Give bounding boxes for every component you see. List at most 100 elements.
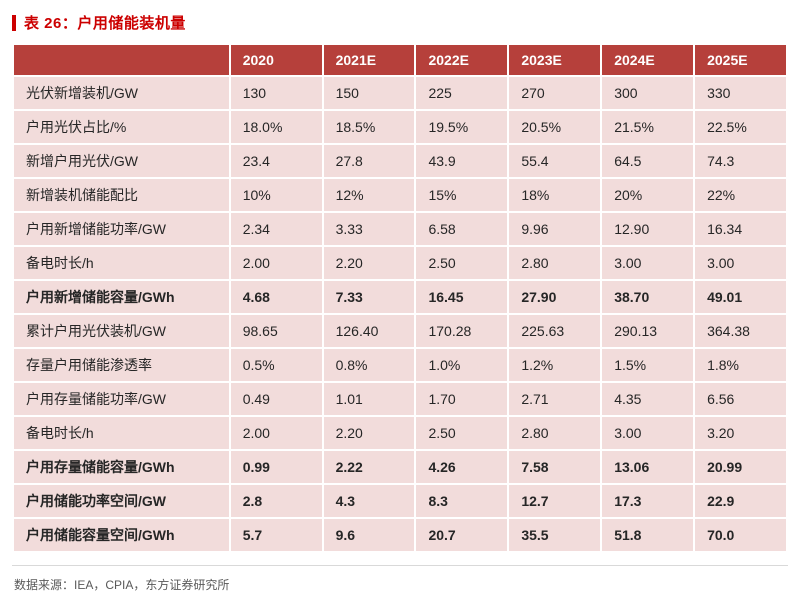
header-cell-year: 2025E	[693, 43, 788, 77]
header-cell-year: 2021E	[321, 43, 417, 77]
value-cell: 6.58	[414, 211, 510, 247]
value-cell: 9.6	[321, 517, 417, 553]
value-cell: 1.70	[414, 381, 510, 417]
footer: 数据来源：IEA，CPIA，东方证券研究所	[12, 565, 788, 603]
value-cell: 20.7	[414, 517, 510, 553]
value-cell: 12%	[321, 177, 417, 213]
value-cell: 27.8	[321, 143, 417, 179]
value-cell: 4.26	[414, 449, 510, 485]
value-cell: 20.5%	[507, 109, 603, 145]
footer-divider	[12, 565, 788, 566]
value-cell: 1.5%	[600, 347, 696, 383]
report-table-page: 表 26：户用储能装机量 2020 2021E 2022E 2023E 2024E 202…	[12, 12, 788, 592]
row-label: 新增装机储能配比	[12, 177, 231, 213]
value-cell: 8.3	[414, 483, 510, 519]
data-table: 2020 2021E 2022E 2023E 2024E 2025E 光伏新增装机/GW 1…	[12, 43, 788, 553]
value-cell: 4.68	[228, 279, 324, 315]
table-row: 存量户用储能渗透率 0.5% 0.8% 1.0% 1.2% 1.5% 1.8%	[12, 347, 788, 383]
value-cell: 17.3	[600, 483, 696, 519]
row-label: 存量户用储能渗透率	[12, 347, 231, 383]
value-cell: 130	[228, 75, 324, 111]
value-cell: 3.20	[693, 415, 788, 451]
value-cell: 22.5%	[693, 109, 788, 145]
value-cell: 98.65	[228, 313, 324, 349]
value-cell: 51.8	[600, 517, 696, 553]
value-cell: 20%	[600, 177, 696, 213]
value-cell: 16.45	[414, 279, 510, 315]
value-cell: 2.22	[321, 449, 417, 485]
value-cell: 2.20	[321, 415, 417, 451]
value-cell: 74.3	[693, 143, 788, 179]
value-cell: 0.5%	[228, 347, 324, 383]
value-cell: 1.8%	[693, 347, 788, 383]
value-cell: 1.2%	[507, 347, 603, 383]
value-cell: 18.0%	[228, 109, 324, 145]
table-row: 新增户用光伏/GW 23.4 27.8 43.9 55.4 64.5 74.3	[12, 143, 788, 179]
table-row: 户用光伏占比/% 18.0% 18.5% 19.5% 20.5% 21.5% 22.5%	[12, 109, 788, 145]
value-cell: 23.4	[228, 143, 324, 179]
value-cell: 0.8%	[321, 347, 417, 383]
row-label: 户用新增储能容量/GWh	[12, 279, 231, 315]
value-cell: 2.71	[507, 381, 603, 417]
value-cell: 43.9	[414, 143, 510, 179]
value-cell: 170.28	[414, 313, 510, 349]
row-label: 户用光伏占比/%	[12, 109, 231, 145]
table-row: 户用新增储能功率/GW 2.34 3.33 6.58 9.96 12.90 16.34	[12, 211, 788, 247]
table-title: 表 26：户用储能装机量	[12, 12, 788, 33]
row-label: 累计户用光伏装机/GW	[12, 313, 231, 349]
table-row: 户用新增储能容量/GWh 4.68 7.33 16.45 27.90 38.70 49.01	[12, 279, 788, 315]
table-row: 光伏新增装机/GW 130 150 225 270 300 330	[12, 75, 788, 111]
value-cell: 225	[414, 75, 510, 111]
value-cell: 4.35	[600, 381, 696, 417]
value-cell: 364.38	[693, 313, 788, 349]
value-cell: 0.99	[228, 449, 324, 485]
value-cell: 300	[600, 75, 696, 111]
value-cell: 330	[693, 75, 788, 111]
value-cell: 18.5%	[321, 109, 417, 145]
value-cell: 9.96	[507, 211, 603, 247]
value-cell: 27.90	[507, 279, 603, 315]
value-cell: 12.7	[507, 483, 603, 519]
header-cell-year: 2022E	[414, 43, 510, 77]
data-source-text: 数据来源：IEA，CPIA，东方证券研究所	[14, 578, 230, 592]
value-cell: 1.01	[321, 381, 417, 417]
value-cell: 0.49	[228, 381, 324, 417]
table-row: 累计户用光伏装机/GW 98.65 126.40 170.28 225.63 290.13…	[12, 313, 788, 349]
value-cell: 290.13	[600, 313, 696, 349]
value-cell: 49.01	[693, 279, 788, 315]
value-cell: 6.56	[693, 381, 788, 417]
value-cell: 3.00	[600, 415, 696, 451]
value-cell: 55.4	[507, 143, 603, 179]
value-cell: 64.5	[600, 143, 696, 179]
table-row: 户用存量储能容量/GWh 0.99 2.22 4.26 7.58 13.06 20.99	[12, 449, 788, 485]
value-cell: 12.90	[600, 211, 696, 247]
value-cell: 2.50	[414, 415, 510, 451]
value-cell: 15%	[414, 177, 510, 213]
value-cell: 2.50	[414, 245, 510, 281]
value-cell: 22%	[693, 177, 788, 213]
value-cell: 22.9	[693, 483, 788, 519]
value-cell: 13.06	[600, 449, 696, 485]
value-cell: 225.63	[507, 313, 603, 349]
value-cell: 7.33	[321, 279, 417, 315]
value-cell: 2.34	[228, 211, 324, 247]
row-label: 户用存量储能容量/GWh	[12, 449, 231, 485]
row-label: 户用储能容量空间/GWh	[12, 517, 231, 553]
row-label: 户用储能功率空间/GW	[12, 483, 231, 519]
value-cell: 7.58	[507, 449, 603, 485]
value-cell: 4.3	[321, 483, 417, 519]
value-cell: 3.00	[600, 245, 696, 281]
table-row: 备电时长/h 2.00 2.20 2.50 2.80 3.00 3.20	[12, 415, 788, 451]
row-label: 备电时长/h	[12, 415, 231, 451]
value-cell: 18%	[507, 177, 603, 213]
header-cell-label	[12, 43, 231, 77]
header-cell-year: 2024E	[600, 43, 696, 77]
value-cell: 2.80	[507, 415, 603, 451]
value-cell: 126.40	[321, 313, 417, 349]
value-cell: 5.7	[228, 517, 324, 553]
title-accent-bar	[12, 14, 16, 31]
value-cell: 2.00	[228, 245, 324, 281]
value-cell: 2.8	[228, 483, 324, 519]
row-label: 户用新增储能功率/GW	[12, 211, 231, 247]
value-cell: 70.0	[693, 517, 788, 553]
